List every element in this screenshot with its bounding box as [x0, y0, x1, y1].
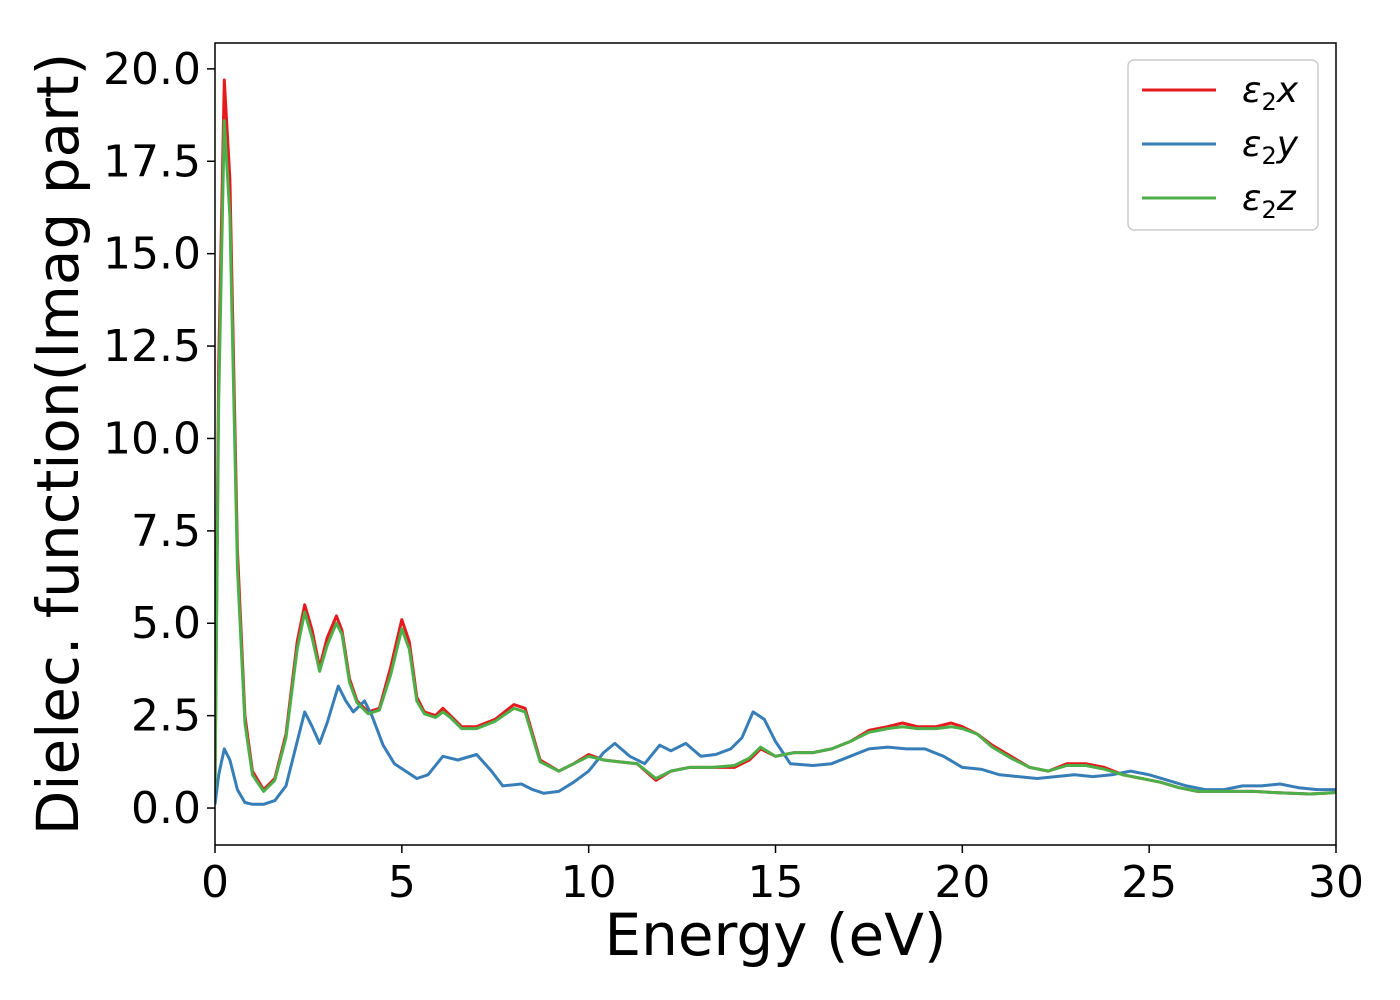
legend-box: [1127, 59, 1319, 231]
y-tick-label: 0.0: [131, 783, 201, 834]
x-tick-label: 15: [748, 857, 804, 908]
y-tick-label: 2.5: [131, 691, 201, 742]
legend-label-z: ε2z: [1242, 178, 1297, 224]
y-tick-label: 20.0: [103, 44, 201, 95]
y-tick-label: 7.5: [131, 506, 201, 557]
series-line-y: [215, 684, 1336, 806]
x-tick-label: 10: [561, 857, 617, 908]
legend-label-y: ε2y: [1242, 124, 1299, 170]
series-line-z: [215, 119, 1336, 796]
y-tick-label: 10.0: [103, 413, 201, 464]
y-tick-label: 5.0: [131, 598, 201, 649]
legend-label-x: ε2x: [1242, 70, 1299, 116]
x-axis-label: Energy (eV): [604, 901, 946, 969]
y-axis: 0.0 2.5 5.0 7.5 10.0 12.5 15.0 17.5 20.0: [103, 44, 215, 834]
legend: ε2x ε2y ε2z: [1127, 59, 1319, 231]
x-axis: 0 5 10 15 20 25 30: [201, 845, 1364, 908]
plot-area: [215, 78, 1336, 806]
x-tick-label: 20: [934, 857, 990, 908]
x-tick-label: 0: [201, 857, 229, 908]
x-tick-label: 5: [388, 857, 416, 908]
y-tick-label: 15.0: [103, 229, 201, 280]
plot-frame: [214, 42, 1337, 846]
x-tick-label: 25: [1121, 857, 1177, 908]
y-tick-label: 12.5: [103, 321, 201, 372]
y-tick-label: 17.5: [103, 136, 201, 187]
y-axis-label: Dielec. function(Imag part): [24, 53, 92, 836]
x-tick-label: 30: [1308, 857, 1364, 908]
